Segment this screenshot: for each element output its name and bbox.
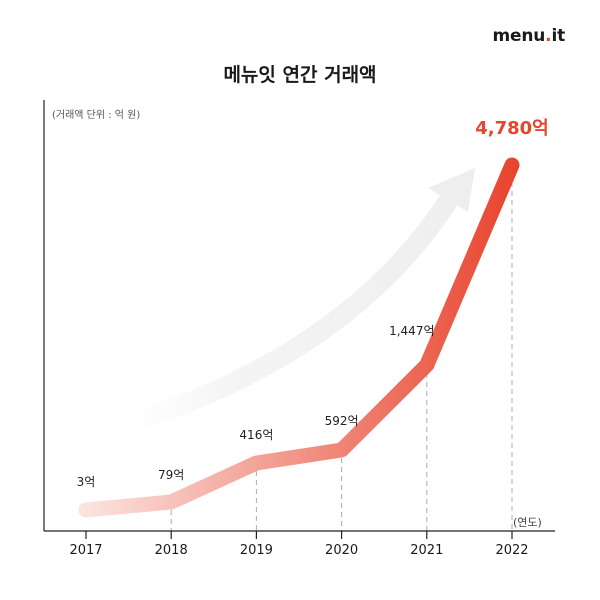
brand-logo: menu.it	[475, 26, 566, 46]
series-line	[78, 157, 520, 518]
unit-label: (거래액 단위 : 억 원)	[52, 110, 141, 121]
chart-title: 메뉴잇 연간 거래액	[223, 64, 377, 86]
x-tick-label-2021: 2021	[410, 543, 443, 558]
trend-arrow-shaft	[80, 180, 465, 445]
data-label-2020: 592억	[325, 414, 359, 428]
data-label-2022: 4,780억	[475, 118, 549, 139]
x-tick-label-2018: 2018	[155, 543, 188, 558]
trend-arrow-head	[428, 168, 475, 212]
data-label-2017: 3억	[77, 475, 96, 489]
brand-logo-dot: .	[545, 26, 552, 46]
brand-logo-prefix: menu	[492, 26, 546, 46]
x-tick-label-2020: 2020	[325, 543, 358, 558]
x-tick-label-2022: 2022	[495, 543, 528, 558]
x-tick-label-2017: 2017	[69, 543, 102, 558]
brand-logo-suffix: it	[551, 26, 565, 46]
data-label-2019: 416억	[239, 428, 273, 442]
x-axis-unit-label: (연도)	[513, 516, 542, 529]
x-tick-label-2019: 2019	[240, 543, 273, 558]
data-label-2018: 79억	[158, 468, 184, 482]
data-label-2021: 1,447억	[389, 324, 434, 338]
